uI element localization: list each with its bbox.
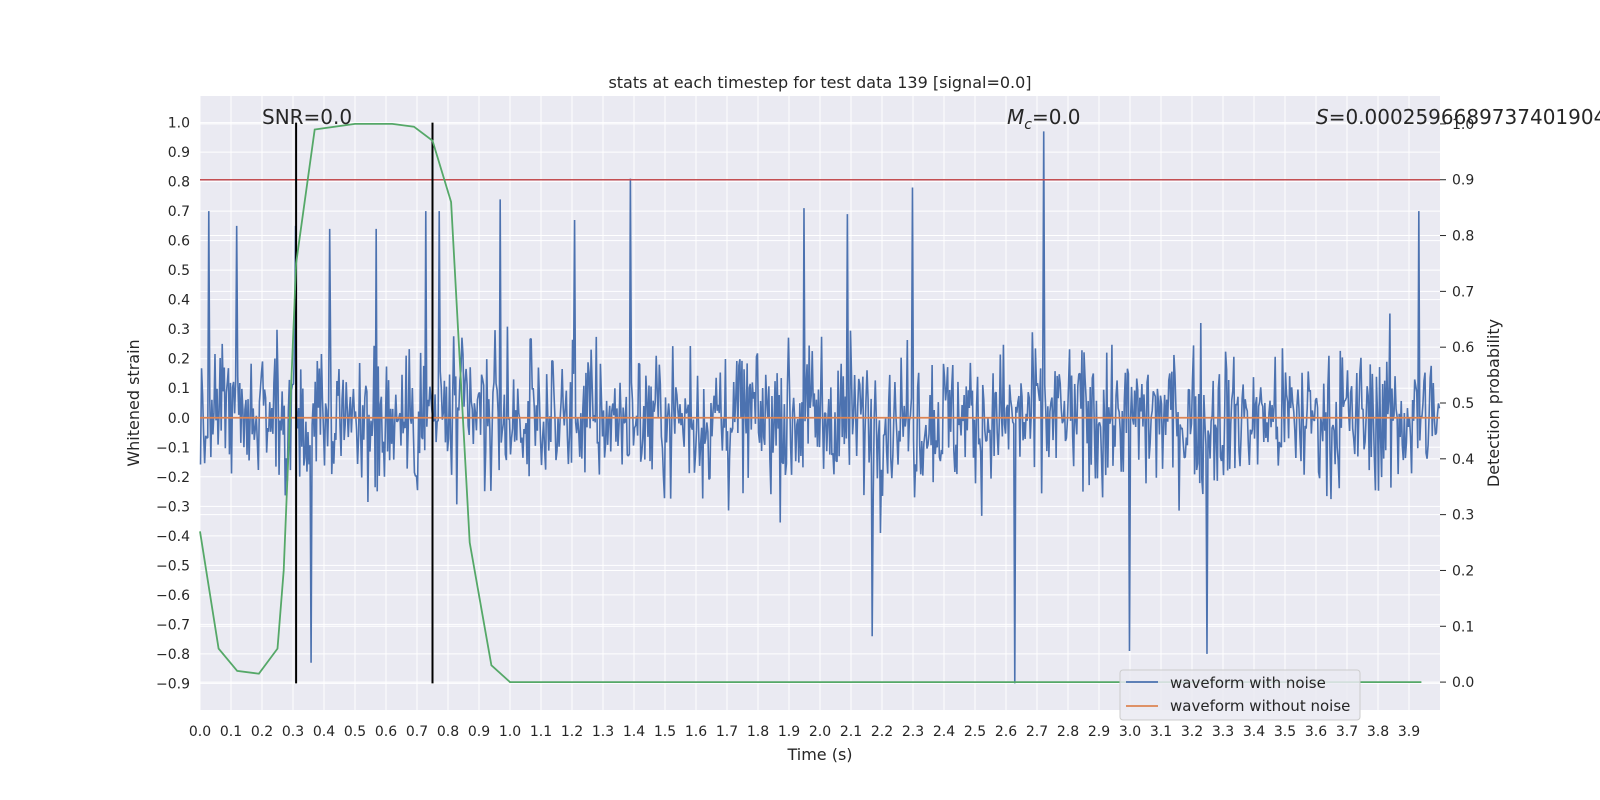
y2-tick-label: 0.1 <box>1452 619 1474 635</box>
y-tick-label: −0.4 <box>156 529 190 545</box>
x-tick-label: 2.9 <box>1088 724 1110 740</box>
y-tick-labels: 1.0 0.9 0.8 0.7 0.6 0.5 0.4 0.3 0.2 0.1 0.0 −0.1 −0.… <box>156 116 190 693</box>
legend: waveform with noise waveform without noi… <box>1119 669 1361 721</box>
x-tick-label: 2.2 <box>871 724 893 740</box>
x-tick-label: 0.6 <box>375 724 397 740</box>
y-tick-label: 0.9 <box>168 145 190 161</box>
x-tick-label: 1.0 <box>499 724 521 740</box>
x-tick-label: 3.6 <box>1305 724 1327 740</box>
x-tick-label: 2.1 <box>840 724 862 740</box>
x-tick-label: 0.0 <box>189 724 211 740</box>
x-tick-label: 3.4 <box>1243 724 1265 740</box>
x-tick-label: 2.5 <box>964 724 986 740</box>
x-tick-label: 2.0 <box>809 724 831 740</box>
x-axis-label: Time (s) <box>786 745 852 764</box>
x-tick-label: 1.8 <box>747 724 769 740</box>
series-waveform-with-noise <box>199 131 1441 684</box>
x-tick-label: 0.3 <box>282 724 304 740</box>
x-tick-label: 0.4 <box>313 724 335 740</box>
x-tick-label: 2.7 <box>1026 724 1048 740</box>
y-tick-label: 0.0 <box>168 411 190 427</box>
y-tick-label: 0.2 <box>168 352 190 368</box>
y2-tick-label: 0.7 <box>1452 284 1474 300</box>
y2-axis-label: Detection probability <box>1484 319 1503 487</box>
y2-tick-label: 0.4 <box>1452 452 1474 468</box>
x-tick-label: 0.2 <box>251 724 273 740</box>
y-tick-label: 0.8 <box>168 175 190 191</box>
y-axis-label: Whitened strain <box>124 339 143 466</box>
x-tick-label: 3.5 <box>1274 724 1296 740</box>
y2-tick-label: 1.0 <box>1452 117 1474 133</box>
legend-label-with-noise: waveform with noise <box>1170 674 1326 692</box>
x-tick-label: 1.3 <box>592 724 614 740</box>
y2-tick-label: 0.0 <box>1452 675 1474 691</box>
x-tick-label: 1.9 <box>778 724 800 740</box>
y-tick-label: 0.1 <box>168 381 190 397</box>
x-tick-labels: 0.0 0.1 0.2 0.3 0.4 0.5 0.6 0.7 0.8 0.9 1.0 1.1 1.2 1… <box>189 724 1420 740</box>
y-tick-label: 0.5 <box>168 263 190 279</box>
x-tick-label: 1.5 <box>654 724 676 740</box>
x-tick-label: 2.4 <box>933 724 955 740</box>
x-tick-label: 0.1 <box>220 724 242 740</box>
x-tick-label: 0.9 <box>468 724 490 740</box>
annotation-snr: SNR=0.0 <box>262 105 352 129</box>
noise-trace <box>199 131 1441 684</box>
x-tick-label: 3.0 <box>1119 724 1141 740</box>
x-tick-label: 2.6 <box>995 724 1017 740</box>
vertical-markers <box>295 122 434 684</box>
y2-tick-label: 0.9 <box>1452 173 1474 189</box>
x-tick-label: 0.7 <box>406 724 428 740</box>
x-tick-label: 3.8 <box>1367 724 1389 740</box>
x-tick-label: 2.3 <box>902 724 924 740</box>
legend-box <box>1119 669 1361 721</box>
annotation-s-value: S=0.00025966897374019047 <box>1316 105 1600 129</box>
y2-tick-label: 0.6 <box>1452 340 1474 356</box>
y-tick-label: 1.0 <box>168 116 190 132</box>
y-tick-label: −0.8 <box>156 647 190 663</box>
y-tick-label: 0.6 <box>168 234 190 250</box>
y-tick-label: 0.7 <box>168 204 190 220</box>
y-tick-label: −0.9 <box>156 676 190 692</box>
annotation-chirp-mass: Mc=0.0 <box>1007 105 1081 133</box>
y2-tick-label: 0.3 <box>1452 508 1474 524</box>
x-tick-label: 1.2 <box>561 724 583 740</box>
x-tick-label: 1.6 <box>685 724 707 740</box>
y-tick-label: −0.6 <box>156 588 190 604</box>
x-tick-label: 1.4 <box>623 724 645 740</box>
x-tick-label: 3.1 <box>1150 724 1172 740</box>
y-tick-label: −0.7 <box>156 617 190 633</box>
x-tick-label: 1.7 <box>716 724 738 740</box>
x-tick-label: 3.7 <box>1336 724 1358 740</box>
y2-tick-label: 0.5 <box>1452 396 1474 412</box>
y2-tick-label: 0.2 <box>1452 563 1474 579</box>
x-tick-label: 1.1 <box>530 724 552 740</box>
chart-title: stats at each timestep for test data 139… <box>608 73 1031 92</box>
series-detection-probability <box>199 123 1422 683</box>
x-tick-label: 3.9 <box>1398 724 1420 740</box>
y2-tick-labels: 1.0 0.9 0.8 0.7 0.6 0.5 0.4 0.3 0.2 0.1 0.0 <box>1440 117 1474 691</box>
x-tick-label: 0.8 <box>437 724 459 740</box>
legend-label-without-noise: waveform without noise <box>1170 697 1350 715</box>
y-tick-label: −0.1 <box>156 440 190 456</box>
x-tick-label: 3.3 <box>1212 724 1234 740</box>
y-tick-label: 0.4 <box>168 293 190 309</box>
y-tick-label: −0.3 <box>156 499 190 515</box>
y-tick-label: −0.2 <box>156 470 190 486</box>
x-tick-label: 3.2 <box>1181 724 1203 740</box>
y2-tick-label: 0.8 <box>1452 229 1474 245</box>
x-tick-label: 2.8 <box>1057 724 1079 740</box>
y-tick-label: 0.3 <box>168 322 190 338</box>
y-tick-label: −0.5 <box>156 558 190 574</box>
x-tick-label: 0.5 <box>344 724 366 740</box>
